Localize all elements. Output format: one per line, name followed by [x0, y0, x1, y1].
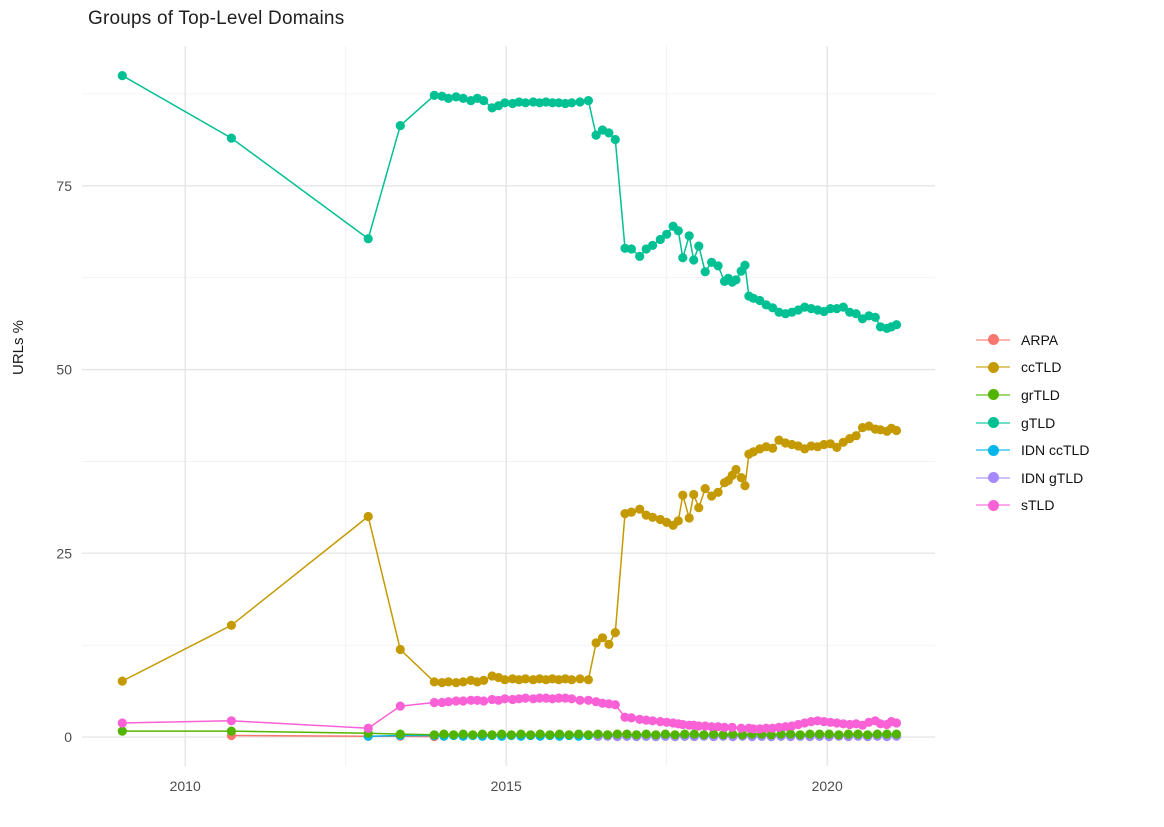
legend-item-arpa: ARPA — [976, 326, 1089, 354]
legend: ARPA ccTLD grTLD gTLD IDN ccTLD IDN gTLD sTLD — [976, 326, 1089, 519]
legend-key-icon — [976, 416, 1010, 430]
series-cctld — [117, 421, 902, 688]
series-gtld — [117, 71, 902, 333]
legend-label: ARPA — [1021, 331, 1059, 348]
y-axis-title: URLs % — [10, 319, 27, 375]
y-tick-label: 50 — [56, 362, 72, 378]
legend-key-icon — [976, 360, 1010, 374]
legend-label: grTLD — [1021, 386, 1060, 403]
series-line-gtld — [121, 74, 897, 330]
gridlines-major — [82, 46, 935, 766]
y-tick-label: 0 — [64, 729, 72, 745]
legend-label: sTLD — [1021, 497, 1055, 514]
series-stld — [117, 693, 902, 734]
y-axis-tick-labels: 0 25 50 75 — [56, 178, 72, 745]
chart-title: Groups of Top-Level Domains — [88, 8, 345, 29]
legend-key-icon — [976, 388, 1010, 402]
legend-label: IDN ccTLD — [1021, 442, 1090, 459]
legend-item-stld: sTLD — [976, 492, 1089, 520]
legend-label: ccTLD — [1021, 359, 1062, 376]
y-tick-label: 75 — [56, 178, 72, 194]
series-grtld — [117, 726, 902, 740]
gridlines-minor — [82, 46, 935, 766]
legend-key-icon — [976, 498, 1010, 512]
legend-item-cctld: ccTLD — [976, 354, 1089, 382]
legend-item-gtld: gTLD — [976, 409, 1089, 437]
legend-item-idn-cctld: IDN ccTLD — [976, 436, 1089, 464]
series-line-cctld — [121, 425, 897, 684]
legend-item-grtld: grTLD — [976, 381, 1089, 409]
legend-label: gTLD — [1021, 414, 1056, 431]
y-tick-label: 25 — [56, 545, 72, 561]
x-tick-label: 2010 — [170, 778, 201, 794]
x-tick-label: 2015 — [491, 778, 522, 794]
legend-key-icon — [976, 333, 1010, 347]
legend-label: IDN gTLD — [1021, 469, 1084, 486]
legend-key-icon — [976, 471, 1010, 485]
legend-item-idn-gtld: IDN gTLD — [976, 464, 1089, 492]
legend-key-icon — [976, 443, 1010, 457]
x-axis-tick-labels: 2010 2015 2020 — [170, 778, 843, 794]
x-tick-label: 2020 — [812, 778, 843, 794]
